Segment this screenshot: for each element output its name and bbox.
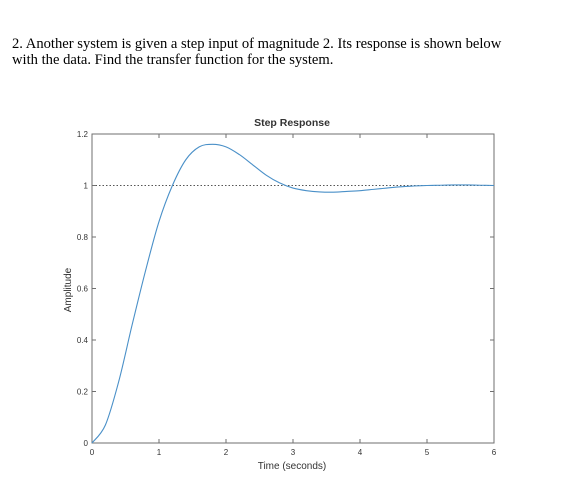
x-tick-label: 0 xyxy=(90,448,95,457)
x-tick-label: 4 xyxy=(358,448,363,457)
x-tick-label: 1 xyxy=(157,448,162,457)
y-tick-label: 1 xyxy=(84,182,89,191)
x-tick-label: 6 xyxy=(492,448,497,457)
y-tick-label: 0.4 xyxy=(77,336,89,345)
x-axis-label: Time (seconds) xyxy=(258,461,327,472)
x-tick-label: 2 xyxy=(224,448,229,457)
y-tick-label: 0.2 xyxy=(77,388,89,397)
y-tick-label: 0 xyxy=(84,439,89,448)
y-tick-label: 0.8 xyxy=(77,233,89,242)
x-tick-label: 5 xyxy=(425,448,430,457)
chart-title: Step Response xyxy=(254,117,330,129)
y-tick-label: 0.6 xyxy=(77,285,89,294)
step-response-line xyxy=(91,143,495,444)
problem-line-1: 2. Another system is given a step input … xyxy=(12,36,502,52)
y-axis-label: Amplitude xyxy=(63,267,74,312)
axis-ticks-group: 0 1 2 3 4 5 6 0 0.2 0.4 0.6 0.8 1 1.2 xyxy=(77,130,497,457)
x-tick-label: 3 xyxy=(291,448,296,457)
series-group xyxy=(91,143,495,444)
problem-statement: 2. Another system is given a step input … xyxy=(12,36,557,68)
plot-area xyxy=(91,133,495,444)
problem-line-2: with the data. Find the transfer functio… xyxy=(12,52,334,68)
y-tick-label: 1.2 xyxy=(77,130,89,139)
